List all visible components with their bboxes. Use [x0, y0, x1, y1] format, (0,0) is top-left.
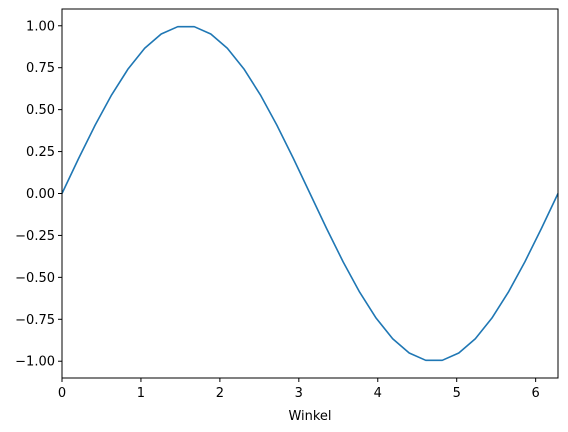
x-tick-label: 4	[374, 386, 382, 401]
y-tick-label: −1.00	[15, 355, 55, 370]
plot-area	[61, 25, 559, 362]
x-tick-label: 2	[216, 386, 224, 401]
y-axis-ticks: −1.00 −0.75 −0.50 −0.25 0.00 0.25 0.50 0.75 1.00	[15, 19, 62, 370]
y-tick-label: 0.75	[26, 61, 55, 76]
y-tick-label: 0.25	[26, 145, 55, 160]
x-tick-label: 6	[532, 386, 540, 401]
y-tick-label: −0.50	[15, 271, 55, 286]
y-tick-label: 1.00	[26, 19, 55, 34]
y-tick-label: −0.25	[15, 229, 55, 244]
x-axis-label: Winkel	[288, 409, 331, 424]
series-line-0	[61, 25, 559, 362]
x-tick-label: 0	[58, 386, 66, 401]
y-tick-label: 0.00	[26, 187, 55, 202]
y-tick-label: 0.50	[26, 103, 55, 118]
axes-frame	[61, 8, 559, 379]
x-tick-label: 3	[295, 386, 303, 401]
x-tick-label: 5	[453, 386, 461, 401]
y-tick-label: −0.75	[15, 313, 55, 328]
x-tick-label: 1	[137, 386, 145, 401]
x-axis-ticks: 0 1 2 3 4 5 6	[58, 378, 540, 401]
